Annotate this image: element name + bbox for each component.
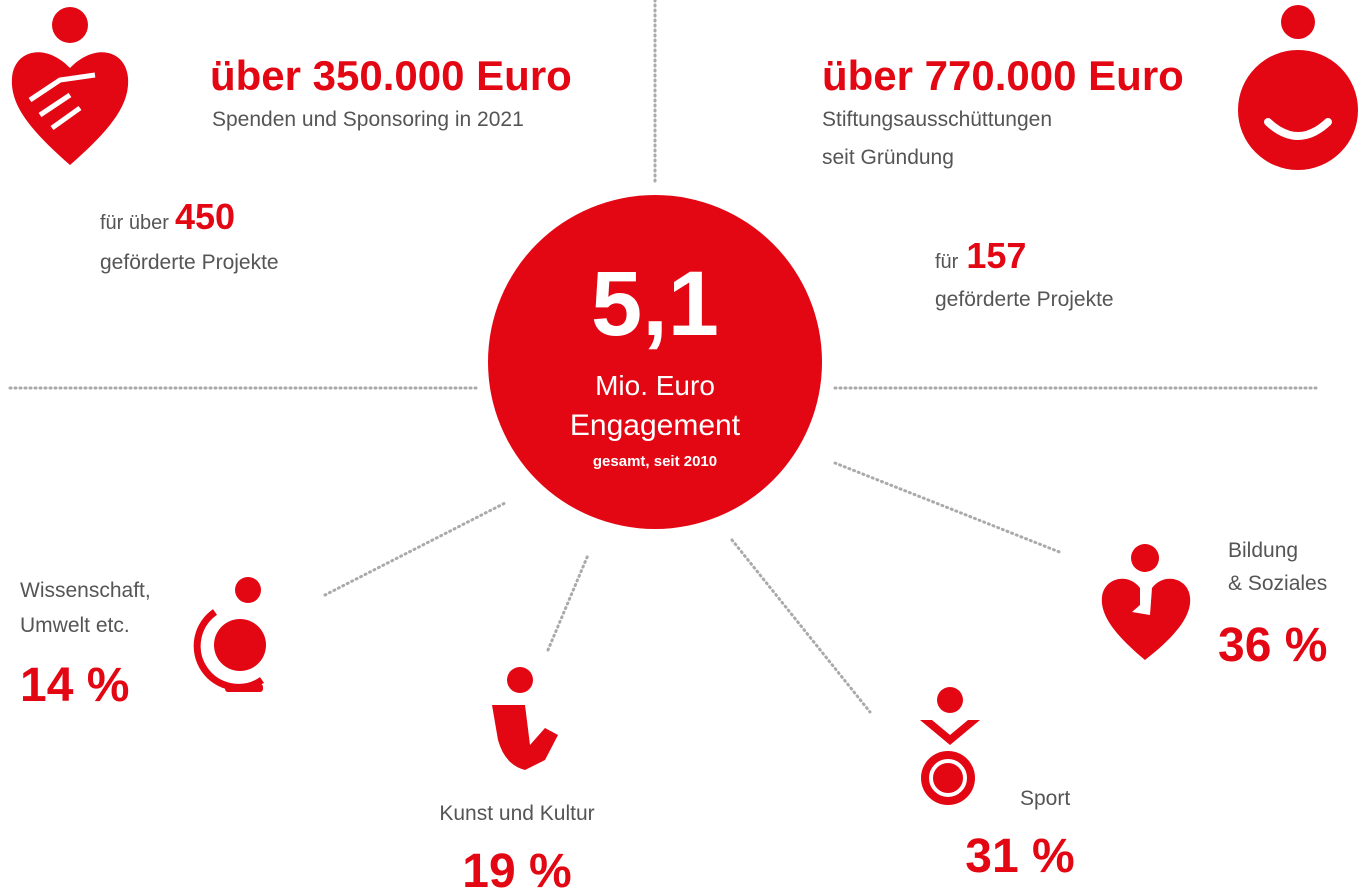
connector — [730, 538, 872, 714]
category-share: 31 % — [965, 830, 1074, 883]
description: Stiftungsausschüttungen — [822, 108, 1052, 131]
category-label: Umwelt etc. — [20, 614, 130, 637]
amount: über 770.000 Euro — [822, 52, 1184, 99]
connector — [833, 461, 1064, 555]
category-share: 36 % — [1218, 619, 1327, 672]
smile-icon — [1238, 5, 1358, 170]
description: seit Gründung — [822, 146, 954, 169]
category-share: 14 % — [20, 659, 129, 712]
description: Spenden und Sponsoring in 2021 — [212, 108, 524, 131]
amount: über 350.000 Euro — [210, 52, 572, 99]
projects-suffix: geförderte Projekte — [935, 288, 1114, 311]
center-unit: Mio. Euro — [595, 370, 715, 401]
medal-icon — [920, 687, 980, 805]
heart-hands-icon — [11, 7, 129, 165]
category-label: & Soziales — [1228, 572, 1327, 595]
projects: für über 450 — [100, 196, 235, 237]
category-label: Wissenschaft, — [20, 579, 151, 602]
projects-suffix: geförderte Projekte — [100, 251, 279, 274]
category-label: Bildung — [1228, 539, 1298, 562]
connector — [323, 501, 507, 597]
projects-count: 157 — [966, 235, 1026, 276]
center-note: gesamt, seit 2010 — [593, 453, 717, 470]
category-label: Kunst und Kultur — [439, 802, 594, 825]
projects-count: 450 — [175, 196, 235, 237]
hands-icon — [492, 667, 558, 770]
center-label: Engagement — [570, 409, 741, 442]
projects-prefix: für — [935, 251, 959, 273]
center-value: 5,1 — [591, 253, 719, 355]
center-circle — [488, 195, 822, 529]
projects: für 157 — [935, 235, 1026, 276]
connector — [546, 553, 590, 652]
heart-icon — [1101, 544, 1191, 660]
projects-prefix: für über — [100, 212, 169, 234]
category-share: 19 % — [462, 845, 571, 895]
category-label: Sport — [1020, 787, 1070, 810]
globe-icon — [193, 577, 266, 692]
